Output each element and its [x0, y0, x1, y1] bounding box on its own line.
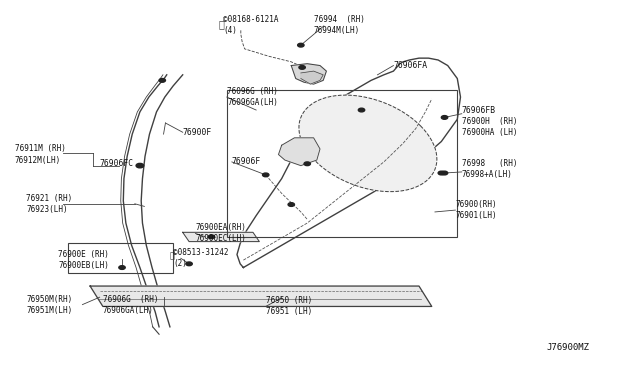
- Text: 76921 (RH)
76923(LH): 76921 (RH) 76923(LH): [26, 194, 72, 214]
- Circle shape: [262, 173, 269, 177]
- Bar: [68, 243, 173, 273]
- Polygon shape: [90, 286, 432, 307]
- Bar: [227, 90, 458, 237]
- Circle shape: [299, 65, 305, 69]
- Circle shape: [438, 171, 445, 175]
- Circle shape: [442, 116, 448, 119]
- Text: 76900E (RH)
76900EB(LH): 76900E (RH) 76900EB(LH): [58, 250, 109, 270]
- Text: 76900F: 76900F: [182, 128, 212, 137]
- Circle shape: [288, 203, 294, 206]
- Text: 76906G  (RH)
76906GA(LH): 76906G (RH) 76906GA(LH): [103, 295, 158, 315]
- Text: 76906F: 76906F: [232, 157, 261, 166]
- Text: ©08513-31242
(2): ©08513-31242 (2): [173, 248, 228, 268]
- Circle shape: [119, 266, 125, 269]
- Polygon shape: [237, 58, 461, 267]
- Polygon shape: [299, 95, 437, 192]
- Circle shape: [298, 43, 304, 47]
- Text: 76900(RH)
76901(LH): 76900(RH) 76901(LH): [456, 200, 497, 220]
- Circle shape: [136, 163, 144, 168]
- Polygon shape: [278, 138, 320, 166]
- Polygon shape: [291, 64, 326, 84]
- Text: 76900EA(RH)
76900EC(LH): 76900EA(RH) 76900EC(LH): [195, 224, 246, 244]
- Text: Ⓢ: Ⓢ: [218, 19, 224, 29]
- Polygon shape: [301, 71, 323, 84]
- Text: 76950M(RH)
76951M(LH): 76950M(RH) 76951M(LH): [26, 295, 72, 315]
- Text: 76994  (RH)
76994M(LH): 76994 (RH) 76994M(LH): [314, 15, 365, 35]
- Polygon shape: [182, 232, 259, 241]
- Text: 76906FC: 76906FC: [100, 159, 134, 168]
- Circle shape: [208, 235, 214, 238]
- Text: J76900MZ: J76900MZ: [547, 343, 589, 352]
- Text: Ⓢ: Ⓢ: [170, 251, 174, 260]
- Circle shape: [304, 162, 310, 166]
- Text: ©08168-6121A
(4): ©08168-6121A (4): [223, 15, 278, 35]
- Text: 76950 (RH)
76951 (LH): 76950 (RH) 76951 (LH): [266, 296, 312, 317]
- Circle shape: [442, 171, 448, 175]
- Text: 76906FA: 76906FA: [394, 61, 428, 70]
- Text: 76906FB: 76906FB: [462, 106, 496, 115]
- Text: 76096G (RH)
76096GA(LH): 76096G (RH) 76096GA(LH): [227, 87, 278, 107]
- Text: 76900H  (RH)
76900HA (LH): 76900H (RH) 76900HA (LH): [462, 117, 517, 137]
- Circle shape: [159, 78, 166, 82]
- Text: 76998   (RH)
76998+A(LH): 76998 (RH) 76998+A(LH): [462, 159, 517, 179]
- Text: 76911M (RH)
76912M(LH): 76911M (RH) 76912M(LH): [15, 144, 66, 164]
- Circle shape: [186, 262, 192, 266]
- Circle shape: [358, 108, 365, 112]
